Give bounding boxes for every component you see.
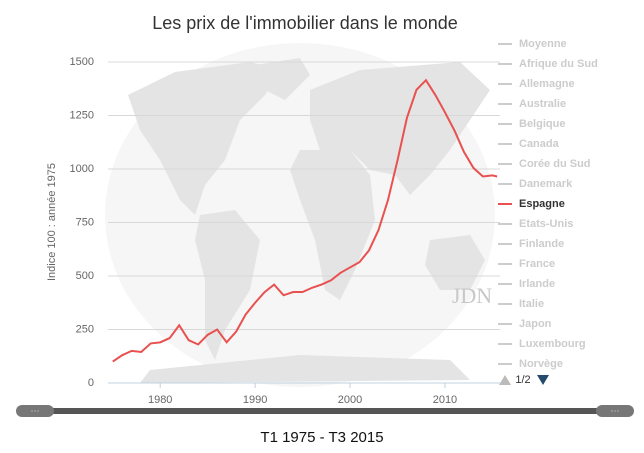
handle-grip: ···: [611, 405, 620, 415]
legend-item[interactable]: Moyenne: [498, 38, 567, 50]
legend-label: Finlande: [519, 238, 564, 250]
grid: [108, 61, 500, 330]
y-tick-label: 750: [76, 216, 94, 228]
legend-label: Danemark: [519, 178, 573, 190]
x-tick-label: 2000: [338, 394, 362, 406]
legend-item[interactable]: Irlande: [498, 278, 555, 290]
legend-item[interactable]: Danemark: [498, 178, 573, 190]
y-tick-label: 0: [88, 377, 94, 389]
navigator-handle[interactable]: [596, 405, 634, 417]
legend-label: Luxembourg: [519, 338, 586, 350]
legend-label: Moyenne: [519, 38, 567, 50]
handle-grip: ···: [31, 405, 40, 415]
legend-label: Corée du Sud: [519, 158, 591, 170]
legend-label: Australie: [519, 98, 566, 110]
legend-label: France: [519, 258, 555, 270]
legend-item[interactable]: France: [498, 258, 555, 270]
navigator-bar[interactable]: [20, 408, 625, 414]
legend-item[interactable]: Afrique du Sud: [498, 58, 598, 70]
y-tick-label: 250: [76, 323, 94, 335]
legend-label: Etats-Unis: [519, 218, 573, 230]
legend-label: Afrique du Sud: [519, 58, 598, 70]
legend-label: Italie: [519, 298, 544, 310]
legend-item[interactable]: Allemagne: [498, 78, 575, 90]
y-axis-title: Indice 100 : année 1975: [46, 163, 58, 281]
legend-item[interactable]: Japon: [498, 318, 552, 330]
line-series: [112, 78, 498, 363]
watermark: JDN: [452, 283, 492, 308]
range-caption: T1 1975 - T3 2015: [260, 429, 383, 446]
legend-label: Espagne: [519, 198, 565, 210]
legend-item[interactable]: Italie: [498, 298, 544, 310]
x-tick-label: 1980: [148, 394, 172, 406]
legend-item[interactable]: Luxembourg: [498, 338, 586, 350]
navigator-handle[interactable]: [16, 405, 54, 417]
y-tick-label: 1250: [70, 109, 94, 121]
y-tick-label: 1500: [70, 56, 94, 68]
legend-item[interactable]: Belgique: [498, 118, 565, 130]
legend-prev[interactable]: [499, 375, 511, 385]
chart-title: Les prix de l'immobilier dans le monde: [152, 13, 458, 33]
legend-label: Norvège: [519, 358, 563, 370]
legend-next[interactable]: [537, 375, 549, 385]
legend-item[interactable]: Norvège: [498, 358, 563, 370]
x-tick-label: 2010: [433, 394, 457, 406]
legend-item[interactable]: Etats-Unis: [498, 218, 573, 230]
y-tick-label: 1000: [70, 163, 94, 175]
legend-item[interactable]: Canada: [498, 138, 560, 150]
legend-label: Allemagne: [519, 78, 575, 90]
y-tick-label: 500: [76, 270, 94, 282]
x-tick-label: 1990: [243, 394, 267, 406]
legend-label: Japon: [519, 318, 552, 330]
legend-item[interactable]: Finlande: [498, 238, 564, 250]
legend-item[interactable]: Corée du Sud: [498, 158, 591, 170]
legend-label: Irlande: [519, 278, 555, 290]
legend-page: 1/2: [515, 374, 530, 386]
legend-label: Belgique: [519, 118, 565, 130]
legend-item[interactable]: Australie: [498, 98, 566, 110]
world-map: [105, 43, 495, 387]
legend-label: Canada: [519, 138, 560, 150]
legend-item[interactable]: Espagne: [498, 198, 565, 210]
